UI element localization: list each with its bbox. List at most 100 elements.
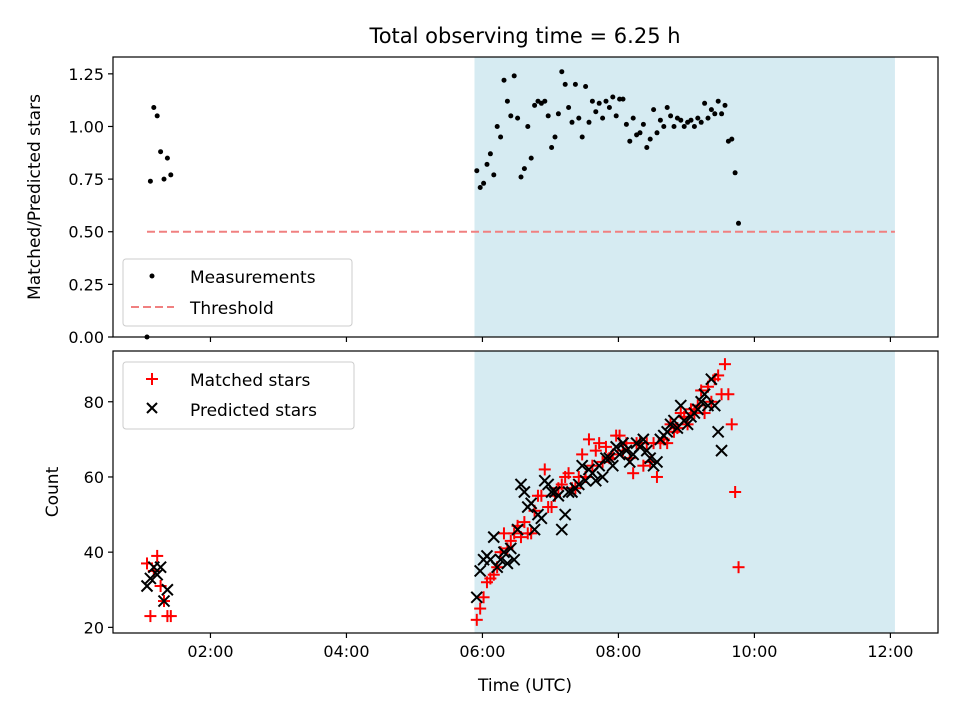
matched-star-point <box>497 527 510 540</box>
y-tick-label: 40 <box>84 543 104 562</box>
matched-star-point <box>650 470 663 483</box>
predicted-star-point <box>504 542 517 555</box>
measurement-point <box>549 145 555 150</box>
measurement-point <box>161 176 167 182</box>
measurement-point <box>569 119 575 125</box>
predicted-star-point <box>494 553 507 566</box>
measurement-point <box>501 77 507 83</box>
measurement-point <box>715 98 721 104</box>
legend-threshold-label: Threshold <box>189 299 274 319</box>
predicted-star-point <box>524 497 538 510</box>
top-panel: 0.00 0.25 0.50 0.75 1.00 1.25 Matched/Predict… <box>25 56 939 347</box>
top-legend-box <box>122 258 353 327</box>
bottom-y-ticks: 20 40 60 80 <box>84 393 113 637</box>
x-tick-label: 12:00 <box>867 642 913 661</box>
predicted-star-point <box>681 418 694 431</box>
matched-star-point <box>729 486 742 498</box>
predicted-star-point <box>507 553 521 566</box>
measurement-point <box>525 124 531 129</box>
measurement-point <box>705 115 711 121</box>
figure-title: Total observing time = 6.25 h <box>368 24 680 48</box>
measurement-point <box>511 73 517 79</box>
measurement-point <box>671 124 677 129</box>
top-axes-frame <box>112 56 939 338</box>
predicted-star-point <box>140 579 154 593</box>
y-tick-label: 1.25 <box>68 65 104 84</box>
measurement-point <box>657 117 663 123</box>
predicted-star-point <box>528 523 541 536</box>
matched-star-point <box>518 516 531 529</box>
predicted-star-point <box>144 572 157 585</box>
measurement-point <box>678 117 684 123</box>
measurement-point <box>518 174 524 180</box>
measurement-point <box>610 94 616 100</box>
y-tick-label: 0.25 <box>68 275 104 294</box>
measurement-point <box>589 98 595 104</box>
matched-star-point <box>725 418 738 431</box>
x-tick-label: 04:00 <box>323 642 369 661</box>
measurement-point <box>729 136 735 142</box>
measurement-point <box>494 124 500 129</box>
measurement-point <box>640 121 646 127</box>
measurement-point <box>668 113 674 119</box>
predicted-star-point <box>487 530 500 544</box>
matched-star-point <box>477 591 490 604</box>
measurement-point <box>508 113 514 119</box>
measurement-point <box>542 98 548 104</box>
predicted-star-point <box>711 425 725 439</box>
measurement-point <box>579 134 585 140</box>
matched-star-point <box>637 459 650 472</box>
predicted-star-point <box>708 399 721 412</box>
matched-star-point <box>144 610 157 623</box>
matched-star-point <box>718 358 731 371</box>
top-marks <box>144 69 741 340</box>
legend-matched-marker <box>146 373 158 385</box>
predicted-star-point <box>545 485 558 499</box>
measurement-point <box>688 117 694 123</box>
measurement-point <box>732 170 738 176</box>
top-x-ticks <box>209 337 892 342</box>
predicted-star-point <box>650 455 664 469</box>
top-y-axis-label: Matched/Predicted stars <box>25 94 45 300</box>
measurement-point <box>681 124 687 129</box>
predicted-star-point <box>154 560 167 574</box>
matched-star-point <box>582 433 595 446</box>
measurement-point <box>664 105 670 110</box>
predicted-star-point <box>715 444 728 457</box>
measurement-point <box>712 111 718 117</box>
matched-star-point <box>722 388 735 401</box>
measurement-point <box>586 119 592 125</box>
measurement-point <box>515 115 521 121</box>
measurement-point <box>528 155 534 161</box>
measurement-point <box>484 161 490 167</box>
x-axis-label: Time (UTC) <box>477 676 572 696</box>
measurement-point <box>722 102 728 108</box>
x-tick-label: 02:00 <box>187 642 233 661</box>
predicted-star-point <box>157 594 171 608</box>
predicted-star-point <box>473 564 487 578</box>
bottom-observing-window <box>474 351 895 633</box>
predicted-star-point <box>562 485 575 499</box>
predicted-star-point <box>558 508 572 521</box>
bottom-legend-box <box>122 361 355 430</box>
measurement-point <box>613 113 619 119</box>
measurement-point <box>603 98 609 104</box>
matched-star-point <box>545 501 558 514</box>
measurement-point <box>651 107 657 113</box>
predicted-star-point <box>620 444 633 457</box>
measurement-point <box>168 172 174 178</box>
matched-star-point <box>538 463 551 476</box>
top-y-ticks: 0.00 0.25 0.50 0.75 1.00 1.25 <box>68 65 113 347</box>
matched-star-point <box>627 467 640 480</box>
y-tick-label: 1.00 <box>68 117 104 136</box>
measurement-point <box>600 115 606 121</box>
measurement-point <box>545 113 551 119</box>
legend-predicted-marker <box>146 402 158 414</box>
predicted-star-point <box>518 485 531 499</box>
measurement-point <box>576 115 582 121</box>
top-legend: Measurements Threshold <box>122 258 353 327</box>
predicted-star-point <box>596 470 609 484</box>
predicted-star-point <box>552 489 565 502</box>
